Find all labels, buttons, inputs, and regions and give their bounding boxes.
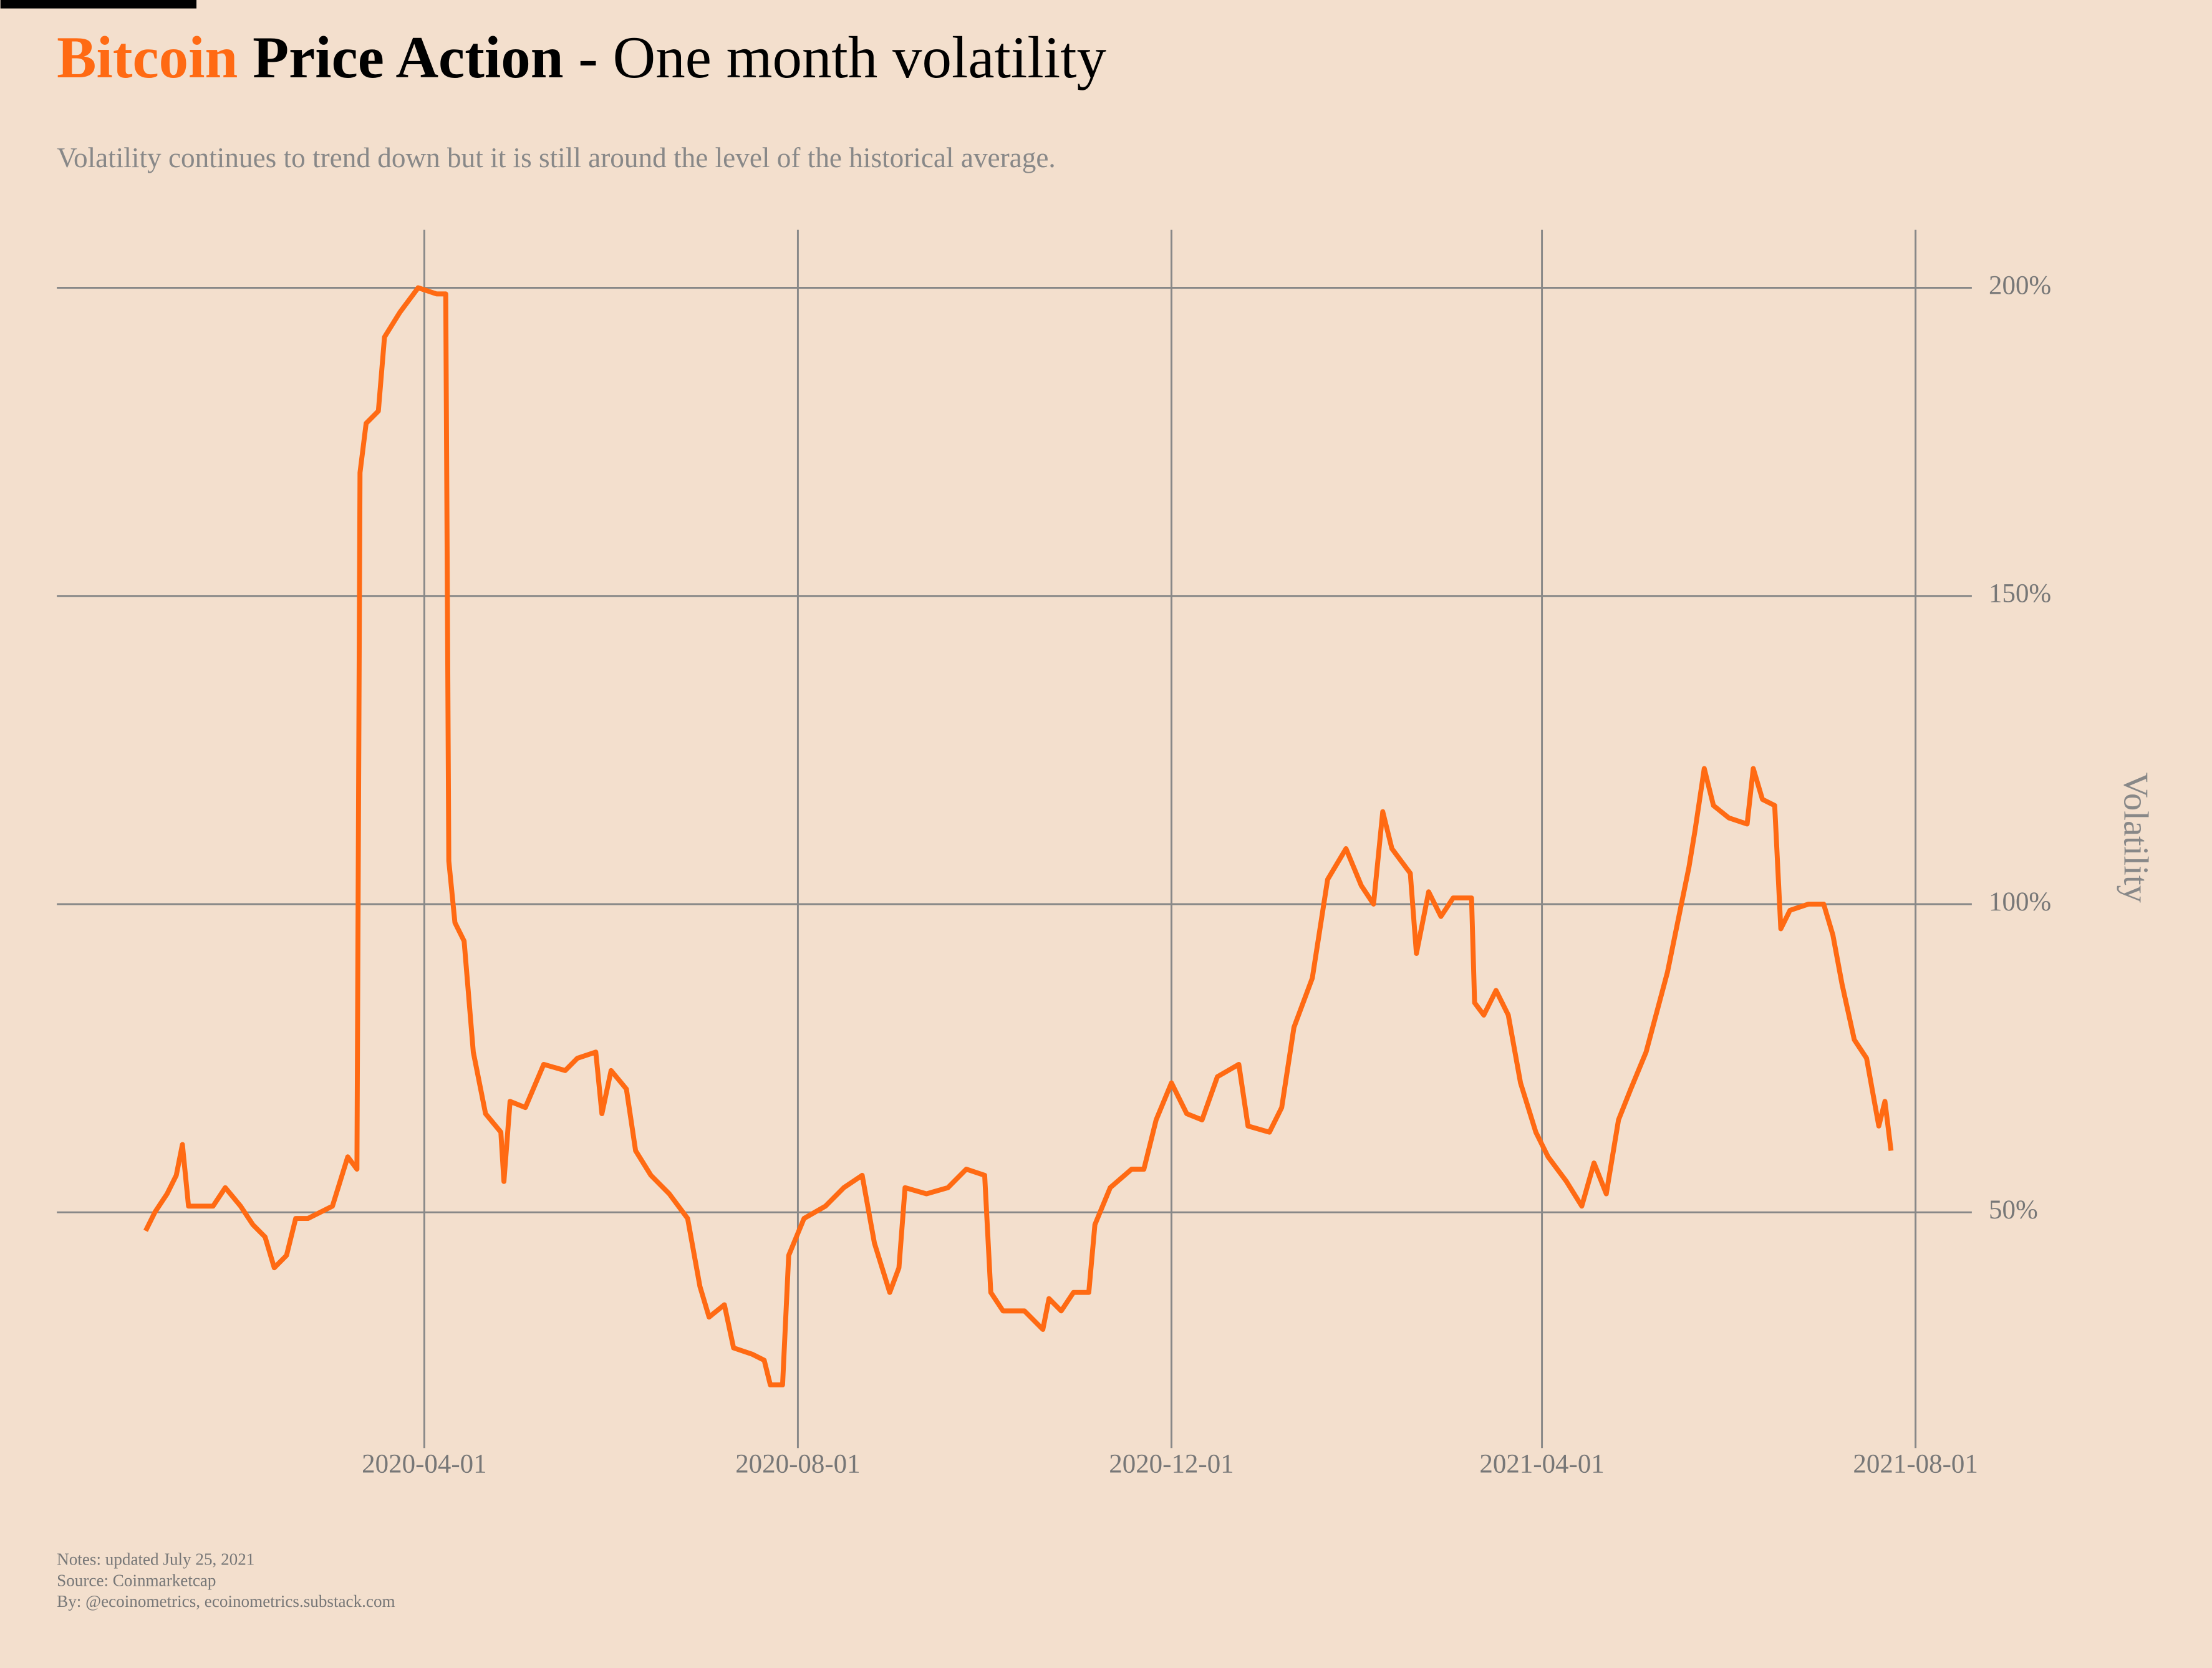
y-axis-label: Volatility — [2117, 772, 2155, 903]
y-tick-label: 200% — [1989, 271, 2051, 300]
x-tick-label: 2021-08-01 — [1853, 1450, 1978, 1479]
x-tick-label: 2021-04-01 — [1479, 1450, 1604, 1479]
x-tick-label: 2020-08-01 — [735, 1450, 860, 1479]
data-line — [143, 285, 1894, 1387]
y-tick-label: 150% — [1989, 579, 2051, 609]
y-tick-label: 50% — [1989, 1195, 2038, 1225]
subtitle: Volatility continues to trend down but i… — [57, 142, 1056, 173]
note: Notes: updated July 25, 2021 — [57, 1550, 254, 1568]
y-tick-label: 100% — [1989, 887, 2051, 917]
x-tick-label: 2020-04-01 — [362, 1450, 486, 1479]
note: Source: Coinmarketcap — [57, 1571, 216, 1589]
note: By: @ecoinometrics, ecoinometrics.substa… — [57, 1592, 395, 1611]
corner-bar — [0, 0, 197, 9]
x-tick-label: 2020-12-01 — [1109, 1450, 1234, 1479]
title-part: Price Action — [253, 24, 563, 90]
title-part: Bitcoin — [57, 24, 238, 90]
chart-title: Bitcoin Price Action - One month volatil… — [57, 24, 1106, 90]
title-part: - One month volatility — [578, 24, 1106, 90]
